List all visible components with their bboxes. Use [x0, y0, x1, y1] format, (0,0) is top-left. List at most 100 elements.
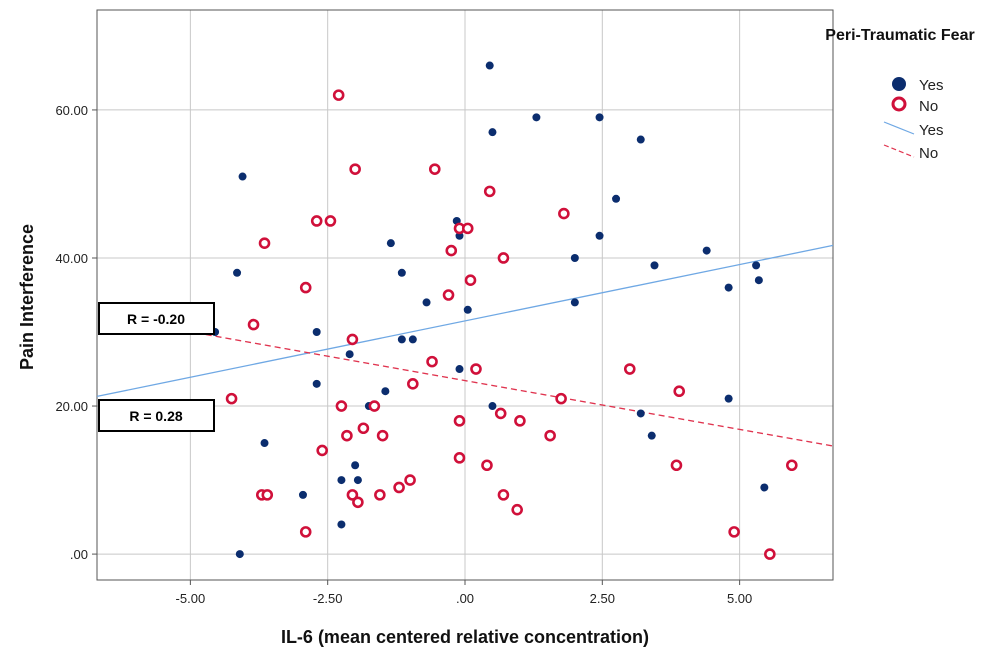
data-point-yes — [397, 335, 406, 344]
grid — [97, 10, 833, 580]
data-point-no — [764, 548, 776, 560]
data-point-yes — [238, 172, 247, 181]
data-point-no — [247, 318, 260, 331]
x-tick-label: -5.00 — [176, 591, 206, 606]
data-point-yes — [408, 335, 417, 344]
data-point-yes — [235, 550, 244, 559]
x-tick-label: 2.50 — [590, 591, 615, 606]
legend-no-label: No — [919, 98, 938, 115]
data-point-no — [376, 429, 389, 442]
data-point-no — [461, 222, 474, 235]
annotation-r-yes: R = 0.28 — [98, 399, 215, 432]
annotation-box-r-yes — [98, 399, 215, 432]
data-point-no — [316, 444, 328, 457]
data-point-no — [558, 207, 570, 220]
legend-no-line-label: No — [919, 145, 938, 162]
data-point-yes — [422, 298, 431, 307]
x-axis-ticks: -5.00 -2.50 .00 2.50 5.00 — [176, 580, 752, 606]
data-point-yes — [485, 61, 494, 70]
data-point-no — [786, 459, 798, 472]
data-point-no — [426, 355, 438, 368]
data-point-no — [393, 481, 405, 494]
data-point-yes — [337, 520, 346, 529]
data-point-yes — [351, 461, 360, 470]
fit-line-no — [195, 332, 834, 447]
data-point-no — [494, 407, 507, 420]
legend-yes-line — [883, 121, 915, 135]
data-point-no — [324, 215, 337, 227]
data-point-no — [258, 237, 271, 249]
data-point-no — [368, 400, 381, 412]
data-point-yes — [650, 261, 659, 270]
data-point-yes — [636, 135, 645, 144]
data-point-no — [481, 459, 493, 472]
data-point-no — [428, 163, 441, 175]
data-point-no — [349, 163, 361, 175]
data-point-yes — [570, 253, 579, 262]
y-tick-label: 20.00 — [55, 399, 88, 414]
data-point-yes — [312, 379, 321, 388]
data-point-no — [555, 392, 567, 405]
legend: Peri-Traumatic Fear Yes No Yes No — [825, 27, 974, 162]
x-axis-label: IL-6 (mean centered relative concentrati… — [281, 627, 649, 647]
data-point-no — [623, 363, 636, 375]
data-point-no — [497, 489, 510, 501]
annotation-text-r-no: R = -0.20 — [127, 311, 185, 327]
y-axis-ticks: .00 20.00 40.00 60.00 — [55, 103, 97, 562]
data-point-no — [497, 252, 510, 264]
annotation-box-r-no — [98, 302, 215, 335]
data-point-no — [374, 489, 386, 501]
data-point-no — [357, 422, 370, 435]
data-point-yes — [353, 476, 362, 485]
legend-title: Peri-Traumatic Fear — [825, 27, 974, 44]
annotation-text-r-yes: R = 0.28 — [129, 408, 183, 424]
data-point-yes — [455, 365, 464, 374]
x-tick-label: -2.50 — [313, 591, 343, 606]
legend-no-line — [883, 144, 915, 158]
data-point-yes — [345, 350, 354, 359]
data-point-yes — [754, 276, 763, 285]
data-point-no — [445, 244, 458, 257]
legend-yes-marker — [892, 77, 906, 91]
data-point-no — [341, 429, 353, 442]
data-point-no — [346, 333, 359, 346]
data-point-yes — [647, 431, 656, 440]
data-point-yes — [595, 113, 604, 122]
data-point-yes — [488, 128, 497, 137]
data-point-yes — [595, 231, 604, 240]
data-point-yes — [612, 194, 621, 203]
data-point-yes — [724, 283, 733, 292]
annotation-r-no: R = -0.20 — [98, 302, 215, 335]
data-point-no — [728, 526, 740, 538]
data-point-yes — [760, 483, 769, 492]
data-point-yes — [298, 490, 307, 499]
data-point-no — [673, 385, 686, 398]
data-point-no — [453, 415, 466, 427]
data-point-yes — [636, 409, 645, 418]
data-point-yes — [702, 246, 711, 255]
data-point-no — [470, 363, 482, 375]
data-point-no — [352, 496, 364, 509]
data-point-no — [346, 489, 359, 501]
data-point-yes — [397, 268, 406, 277]
data-point-no — [442, 289, 455, 301]
data-point-yes — [260, 439, 269, 448]
data-points — [211, 61, 798, 560]
data-point-yes — [752, 261, 761, 270]
data-point-no — [310, 215, 323, 227]
x-tick-label: 5.00 — [727, 591, 752, 606]
data-point-yes — [724, 394, 733, 403]
data-point-no — [332, 89, 345, 101]
data-point-no — [544, 429, 556, 442]
data-point-no — [483, 185, 496, 198]
data-point-no — [261, 489, 274, 501]
data-point-no — [225, 392, 238, 405]
y-tick-label: 60.00 — [55, 103, 88, 118]
y-axis-label: Pain Interference — [17, 224, 37, 370]
x-tick-label: .00 — [456, 591, 474, 606]
data-point-yes — [532, 113, 541, 122]
fit-line-yes — [96, 244, 834, 398]
data-point-no — [453, 452, 466, 464]
fit-lines — [96, 244, 834, 447]
